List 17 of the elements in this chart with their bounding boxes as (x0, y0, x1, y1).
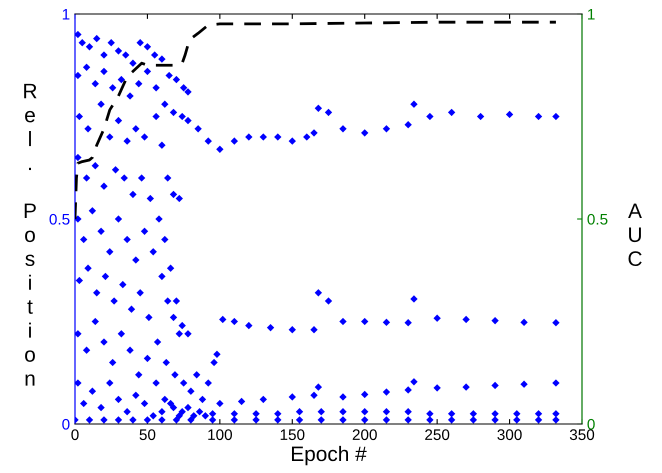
x-tick-label: 100 (208, 429, 232, 440)
text: Rel. Position (24, 84, 37, 386)
x-tick-label: 0 (71, 429, 79, 440)
y-tick-label: 0.5 (50, 214, 70, 225)
x-axis-title: Epoch # (292, 446, 367, 466)
x-tick-label: 300 (497, 429, 522, 440)
x-tick-label: 150 (280, 429, 304, 440)
y-tick-label: 1 (62, 9, 70, 20)
x-tick-label: 350 (570, 429, 594, 440)
x-tick-label: 200 (352, 429, 377, 440)
x-tick-label: 250 (425, 429, 450, 440)
y2-axis-title: AUC (628, 204, 642, 266)
y-tick-label: 0 (62, 418, 70, 430)
x-tick-label: 50 (140, 429, 156, 440)
y2-tick-label: 0 (587, 418, 595, 430)
y2-tick-label: 1 (588, 9, 595, 20)
y2-tick-label: 0.5 (587, 214, 608, 225)
